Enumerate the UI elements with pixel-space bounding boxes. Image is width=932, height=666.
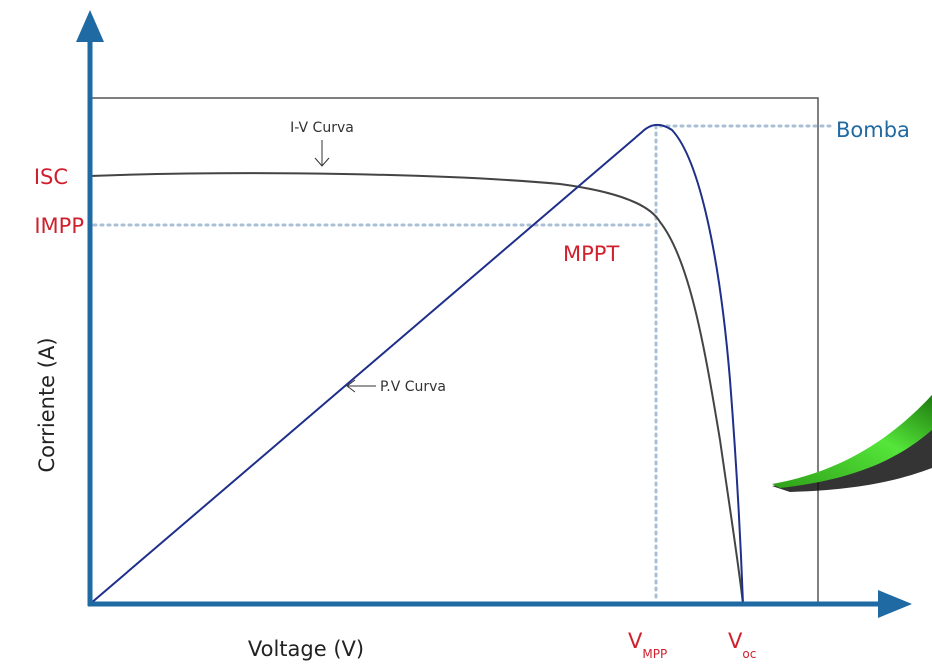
- bomba-label: Bomba: [836, 118, 910, 142]
- voc-main: V: [728, 629, 743, 653]
- pv-curve-label: P.V Curva: [380, 379, 446, 395]
- x-arrow: [878, 590, 912, 618]
- iv-curve-label: I-V Curva: [290, 120, 354, 136]
- vmpp-main: V: [628, 629, 643, 653]
- x-axis-label: Voltage (V): [248, 637, 364, 661]
- y-arrow: [76, 10, 104, 42]
- green-shape: [772, 395, 932, 488]
- voc-label: Voc: [728, 629, 756, 661]
- green-shadow: [772, 395, 932, 492]
- voc-sub: oc: [742, 647, 756, 661]
- iv-curve: [89, 172, 744, 605]
- iv-pointer-head: [314, 157, 330, 167]
- pv-pointer-head: [346, 379, 356, 393]
- isc-label: ISC: [34, 165, 68, 189]
- vmpp-sub: MPP: [642, 647, 667, 661]
- impp-label: IMPP: [34, 214, 84, 238]
- pv-curve: [89, 124, 744, 605]
- y-axis-label: Corriente (A): [35, 337, 59, 472]
- mppt-label: MPPT: [563, 242, 619, 266]
- vmpp-label: VMPP: [628, 629, 667, 661]
